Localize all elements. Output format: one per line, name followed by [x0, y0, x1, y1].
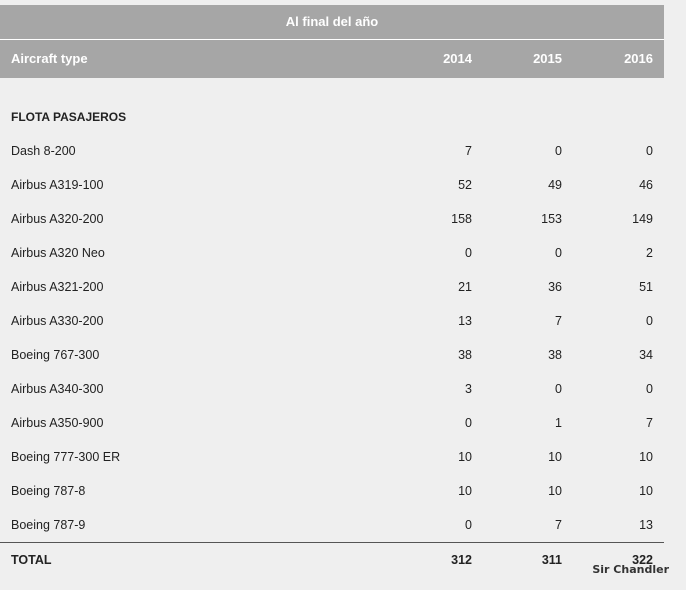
value-2016-cell: 0 [646, 144, 653, 158]
total-2016: 322 [632, 553, 653, 567]
value-2014-cell: 10 [458, 484, 472, 498]
table-row: Airbus A320 Neo 0 0 2 [0, 236, 664, 270]
total-2015: 311 [541, 553, 562, 567]
value-2015-cell: 10 [548, 450, 562, 464]
table-row: Airbus A319-100 52 49 46 [0, 168, 664, 202]
value-2015-cell: 10 [548, 484, 562, 498]
aircraft-type-cell: Boeing 787-9 [11, 518, 86, 532]
total-row: TOTAL 312 311 322 [0, 543, 664, 577]
value-2015-cell: 49 [548, 178, 562, 192]
table-row: Boeing 787-8 10 10 10 [0, 474, 664, 508]
table-row: Airbus A350-900 0 1 7 [0, 406, 664, 440]
fleet-table: Al final del año Aircraft type 2014 2015… [0, 5, 664, 577]
value-2016-cell: 149 [632, 212, 653, 226]
value-2016-cell: 0 [646, 382, 653, 396]
value-2015-cell: 36 [548, 280, 562, 294]
value-2015-cell: 0 [555, 246, 562, 260]
column-header-2015: 2015 [533, 51, 562, 66]
value-2015-cell: 38 [548, 348, 562, 362]
value-2016-cell: 10 [639, 450, 653, 464]
aircraft-type-cell: Airbus A330-200 [11, 314, 104, 328]
total-divider [0, 542, 664, 543]
table-row: Airbus A321-200 21 36 51 [0, 270, 664, 304]
table-row: Dash 8-200 7 0 0 [0, 134, 664, 168]
aircraft-type-cell: Airbus A340-300 [11, 382, 104, 396]
total-2014: 312 [451, 553, 472, 567]
value-2014-cell: 158 [451, 212, 472, 226]
value-2014-cell: 13 [458, 314, 472, 328]
column-header-row: Aircraft type 2014 2015 2016 [0, 40, 664, 78]
total-label: TOTAL [11, 553, 52, 567]
aircraft-type-cell: Airbus A319-100 [11, 178, 104, 192]
aircraft-type-cell: Dash 8-200 [11, 144, 76, 158]
table-body: Dash 8-200 7 0 0 Airbus A319-100 52 49 46 Airbus… [0, 134, 664, 542]
table-row: Boeing 777-300 ER 10 10 10 [0, 440, 664, 474]
value-2016-cell: 10 [639, 484, 653, 498]
value-2015-cell: 0 [555, 382, 562, 396]
value-2016-cell: 46 [639, 178, 653, 192]
value-2015-cell: 0 [555, 144, 562, 158]
value-2015-cell: 153 [541, 212, 562, 226]
table-row: Boeing 787-9 0 7 13 [0, 508, 664, 542]
table-row: Airbus A320-200 158 153 149 [0, 202, 664, 236]
value-2015-cell: 7 [555, 518, 562, 532]
group-header: Al final del año [0, 5, 664, 39]
value-2014-cell: 3 [465, 382, 472, 396]
section-title: FLOTA PASAJEROS [11, 110, 127, 124]
column-header-2014: 2014 [443, 51, 472, 66]
value-2016-cell: 2 [646, 246, 653, 260]
group-header-label: Al final del año [285, 14, 379, 29]
value-2014-cell: 52 [458, 178, 472, 192]
value-2015-cell: 7 [555, 314, 562, 328]
aircraft-type-cell: Airbus A320 Neo [11, 246, 105, 260]
value-2016-cell: 7 [646, 416, 653, 430]
value-2014-cell: 10 [458, 450, 472, 464]
value-2014-cell: 7 [465, 144, 472, 158]
aircraft-type-cell: Boeing 787-8 [11, 484, 86, 498]
value-2014-cell: 21 [458, 280, 472, 294]
table-row: Airbus A340-300 3 0 0 [0, 372, 664, 406]
table-row: Boeing 767-300 38 38 34 [0, 338, 664, 372]
value-2016-cell: 0 [646, 314, 653, 328]
aircraft-type-cell: Airbus A321-200 [11, 280, 104, 294]
aircraft-type-cell: Airbus A350-900 [11, 416, 104, 430]
value-2014-cell: 0 [465, 416, 472, 430]
aircraft-type-cell: Boeing 777-300 ER [11, 450, 121, 464]
table-row: Airbus A330-200 13 7 0 [0, 304, 664, 338]
value-2015-cell: 1 [555, 416, 562, 430]
aircraft-type-cell: Airbus A320-200 [11, 212, 104, 226]
value-2014-cell: 0 [465, 518, 472, 532]
column-header-2016: 2016 [624, 51, 653, 66]
watermark: Sir Chandler [592, 563, 669, 576]
value-2016-cell: 13 [639, 518, 653, 532]
value-2014-cell: 0 [465, 246, 472, 260]
value-2016-cell: 51 [639, 280, 653, 294]
value-2014-cell: 38 [458, 348, 472, 362]
aircraft-type-cell: Boeing 767-300 [11, 348, 100, 362]
header-divider [0, 39, 664, 40]
column-header-aircraft-type: Aircraft type [11, 51, 88, 66]
value-2016-cell: 34 [639, 348, 653, 362]
